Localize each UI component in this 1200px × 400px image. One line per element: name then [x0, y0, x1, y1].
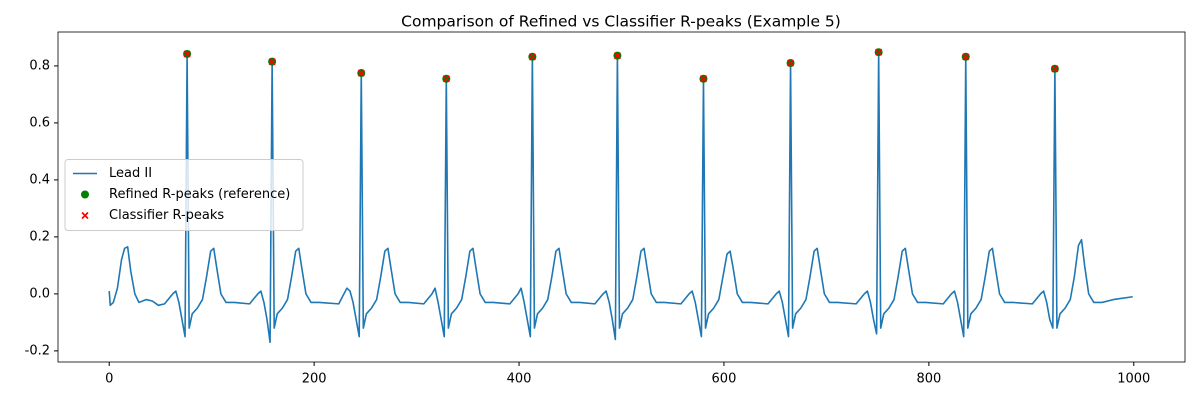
classifier-peak: [442, 75, 450, 83]
classifier-peak: [962, 53, 970, 61]
classifier-peak: [183, 50, 191, 58]
x-tick-label: 0: [105, 372, 113, 387]
y-tick-label: 0.4: [29, 172, 50, 187]
classifier-peak: [268, 58, 276, 66]
x-tick-label: 1000: [1117, 372, 1150, 387]
classifier-peak: [357, 69, 365, 77]
y-tick-label: 0.2: [29, 229, 50, 244]
x-tick-label: 200: [302, 372, 327, 387]
x-tick-label: 400: [507, 372, 532, 387]
legend-marker: [81, 190, 89, 199]
classifier-peak: [528, 53, 536, 61]
legend-marker: [81, 211, 89, 220]
y-tick-label: 0.6: [29, 115, 50, 130]
axes-frame: [57, 31, 1186, 363]
y-tick-label: 0.8: [29, 58, 50, 73]
legend-label: Refined R-peaks (reference): [109, 187, 290, 202]
x-tick-label: 600: [712, 372, 737, 387]
ecg-line: [108, 51, 1133, 344]
legend-label: Lead II: [109, 166, 152, 181]
legend-label: Classifier R-peaks: [109, 208, 224, 223]
classifier-peak: [613, 52, 621, 60]
classifier-peak: [1051, 65, 1059, 73]
plot-area: [108, 48, 1133, 344]
chart-title: Comparison of Refined vs Classifier R-pe…: [401, 13, 841, 31]
x-tick-label: 800: [916, 372, 941, 387]
classifier-peak: [786, 59, 795, 67]
legend-box: [64, 159, 304, 231]
y-tick-label: 0.0: [29, 286, 50, 301]
classifier-peak: [875, 48, 883, 56]
classifier-peak: [699, 75, 708, 83]
y-tick-label: -0.2: [25, 343, 50, 358]
